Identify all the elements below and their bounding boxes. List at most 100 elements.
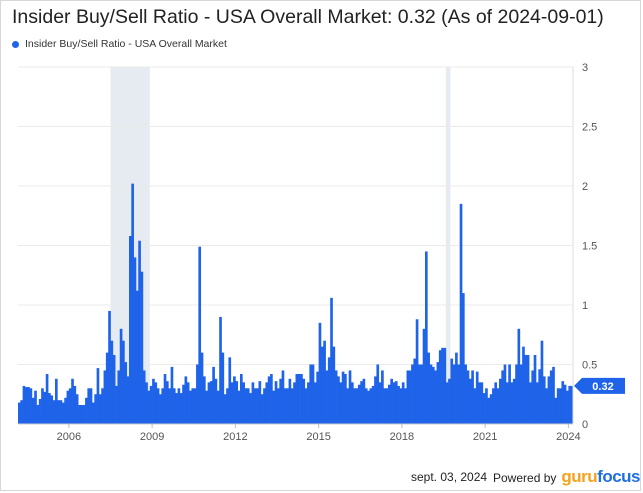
bar xyxy=(475,371,479,424)
bar xyxy=(327,357,331,424)
bar xyxy=(112,354,116,424)
bar xyxy=(392,382,396,424)
bar xyxy=(533,354,537,424)
bar xyxy=(323,340,326,424)
bar xyxy=(64,397,67,424)
y-tick-label: 0.5 xyxy=(582,360,597,372)
bar xyxy=(124,362,128,424)
y-tick-label: 2.5 xyxy=(582,122,597,134)
bar xyxy=(147,390,151,424)
bar xyxy=(357,384,361,424)
bar xyxy=(554,397,558,424)
bar xyxy=(228,357,232,424)
bar xyxy=(413,358,417,424)
bar xyxy=(48,393,51,424)
bar xyxy=(22,385,26,424)
bar xyxy=(485,388,488,424)
legend[interactable]: Insider Buy/Sell Ratio - USA Overall Mar… xyxy=(12,38,227,50)
last-value-badge: 0.32 xyxy=(574,377,625,394)
bar xyxy=(538,369,541,424)
x-tick-label: 2012 xyxy=(223,431,247,443)
bar xyxy=(133,257,137,424)
bar xyxy=(18,402,21,424)
bar xyxy=(390,378,393,424)
bar xyxy=(209,381,213,424)
footer-date: sept. 03, 2024 xyxy=(411,470,488,484)
bar xyxy=(59,400,63,424)
bar xyxy=(214,378,218,424)
brand-credit[interactable]: Powered by guru focus xyxy=(493,467,640,487)
bar xyxy=(381,370,384,424)
bar xyxy=(422,328,426,424)
x-tick-label: 2006 xyxy=(57,431,81,443)
bar xyxy=(198,246,202,424)
bar xyxy=(156,388,160,424)
bar xyxy=(524,354,528,424)
bar xyxy=(459,203,463,424)
bar xyxy=(468,378,472,424)
bar xyxy=(82,404,86,424)
bar xyxy=(464,364,467,424)
bar xyxy=(207,382,211,424)
bar xyxy=(265,382,269,424)
bar xyxy=(353,388,356,424)
bar xyxy=(270,374,273,424)
bar xyxy=(246,388,250,424)
bar xyxy=(311,364,315,424)
legend-label: Insider Buy/Sell Ratio - USA Overall Mar… xyxy=(25,38,227,50)
last-value-label: 0.32 xyxy=(592,381,613,393)
bar xyxy=(318,322,322,424)
bar xyxy=(260,394,264,424)
bar xyxy=(92,402,95,424)
bar xyxy=(496,388,500,424)
bar xyxy=(145,382,148,424)
bar xyxy=(98,394,102,424)
bar xyxy=(68,388,72,424)
bar xyxy=(478,382,481,424)
bar xyxy=(140,271,144,424)
bar xyxy=(300,374,303,424)
bar xyxy=(177,388,181,424)
bar xyxy=(87,388,91,424)
bar xyxy=(73,385,77,424)
bar xyxy=(244,388,248,424)
bar xyxy=(314,382,317,424)
bar xyxy=(471,370,474,424)
bar xyxy=(320,346,324,424)
bar xyxy=(531,370,535,424)
bar xyxy=(450,358,454,424)
bar xyxy=(71,378,74,424)
bar xyxy=(274,381,278,424)
bar xyxy=(559,388,562,424)
bar xyxy=(431,366,435,424)
bar xyxy=(57,400,60,424)
bar xyxy=(420,364,424,424)
bar xyxy=(41,388,44,424)
bar xyxy=(293,382,296,424)
bar xyxy=(503,364,507,424)
bar xyxy=(302,378,306,424)
bar xyxy=(85,397,88,424)
bar xyxy=(256,388,259,424)
bar xyxy=(117,370,121,424)
bar xyxy=(159,394,162,424)
bar xyxy=(549,370,553,424)
bar xyxy=(142,370,146,424)
bar xyxy=(279,378,282,424)
bar xyxy=(126,376,130,424)
bar xyxy=(31,397,35,424)
bar xyxy=(346,388,350,424)
bar xyxy=(94,394,97,424)
bar xyxy=(482,393,486,424)
bar xyxy=(515,364,518,424)
bar xyxy=(332,346,336,424)
bar xyxy=(196,364,199,424)
bar xyxy=(425,251,428,424)
bar xyxy=(281,370,285,424)
bar xyxy=(547,376,551,424)
bar xyxy=(152,378,155,424)
bar xyxy=(540,340,544,424)
bar xyxy=(170,366,174,424)
powered-by-label: Powered by xyxy=(493,471,557,485)
